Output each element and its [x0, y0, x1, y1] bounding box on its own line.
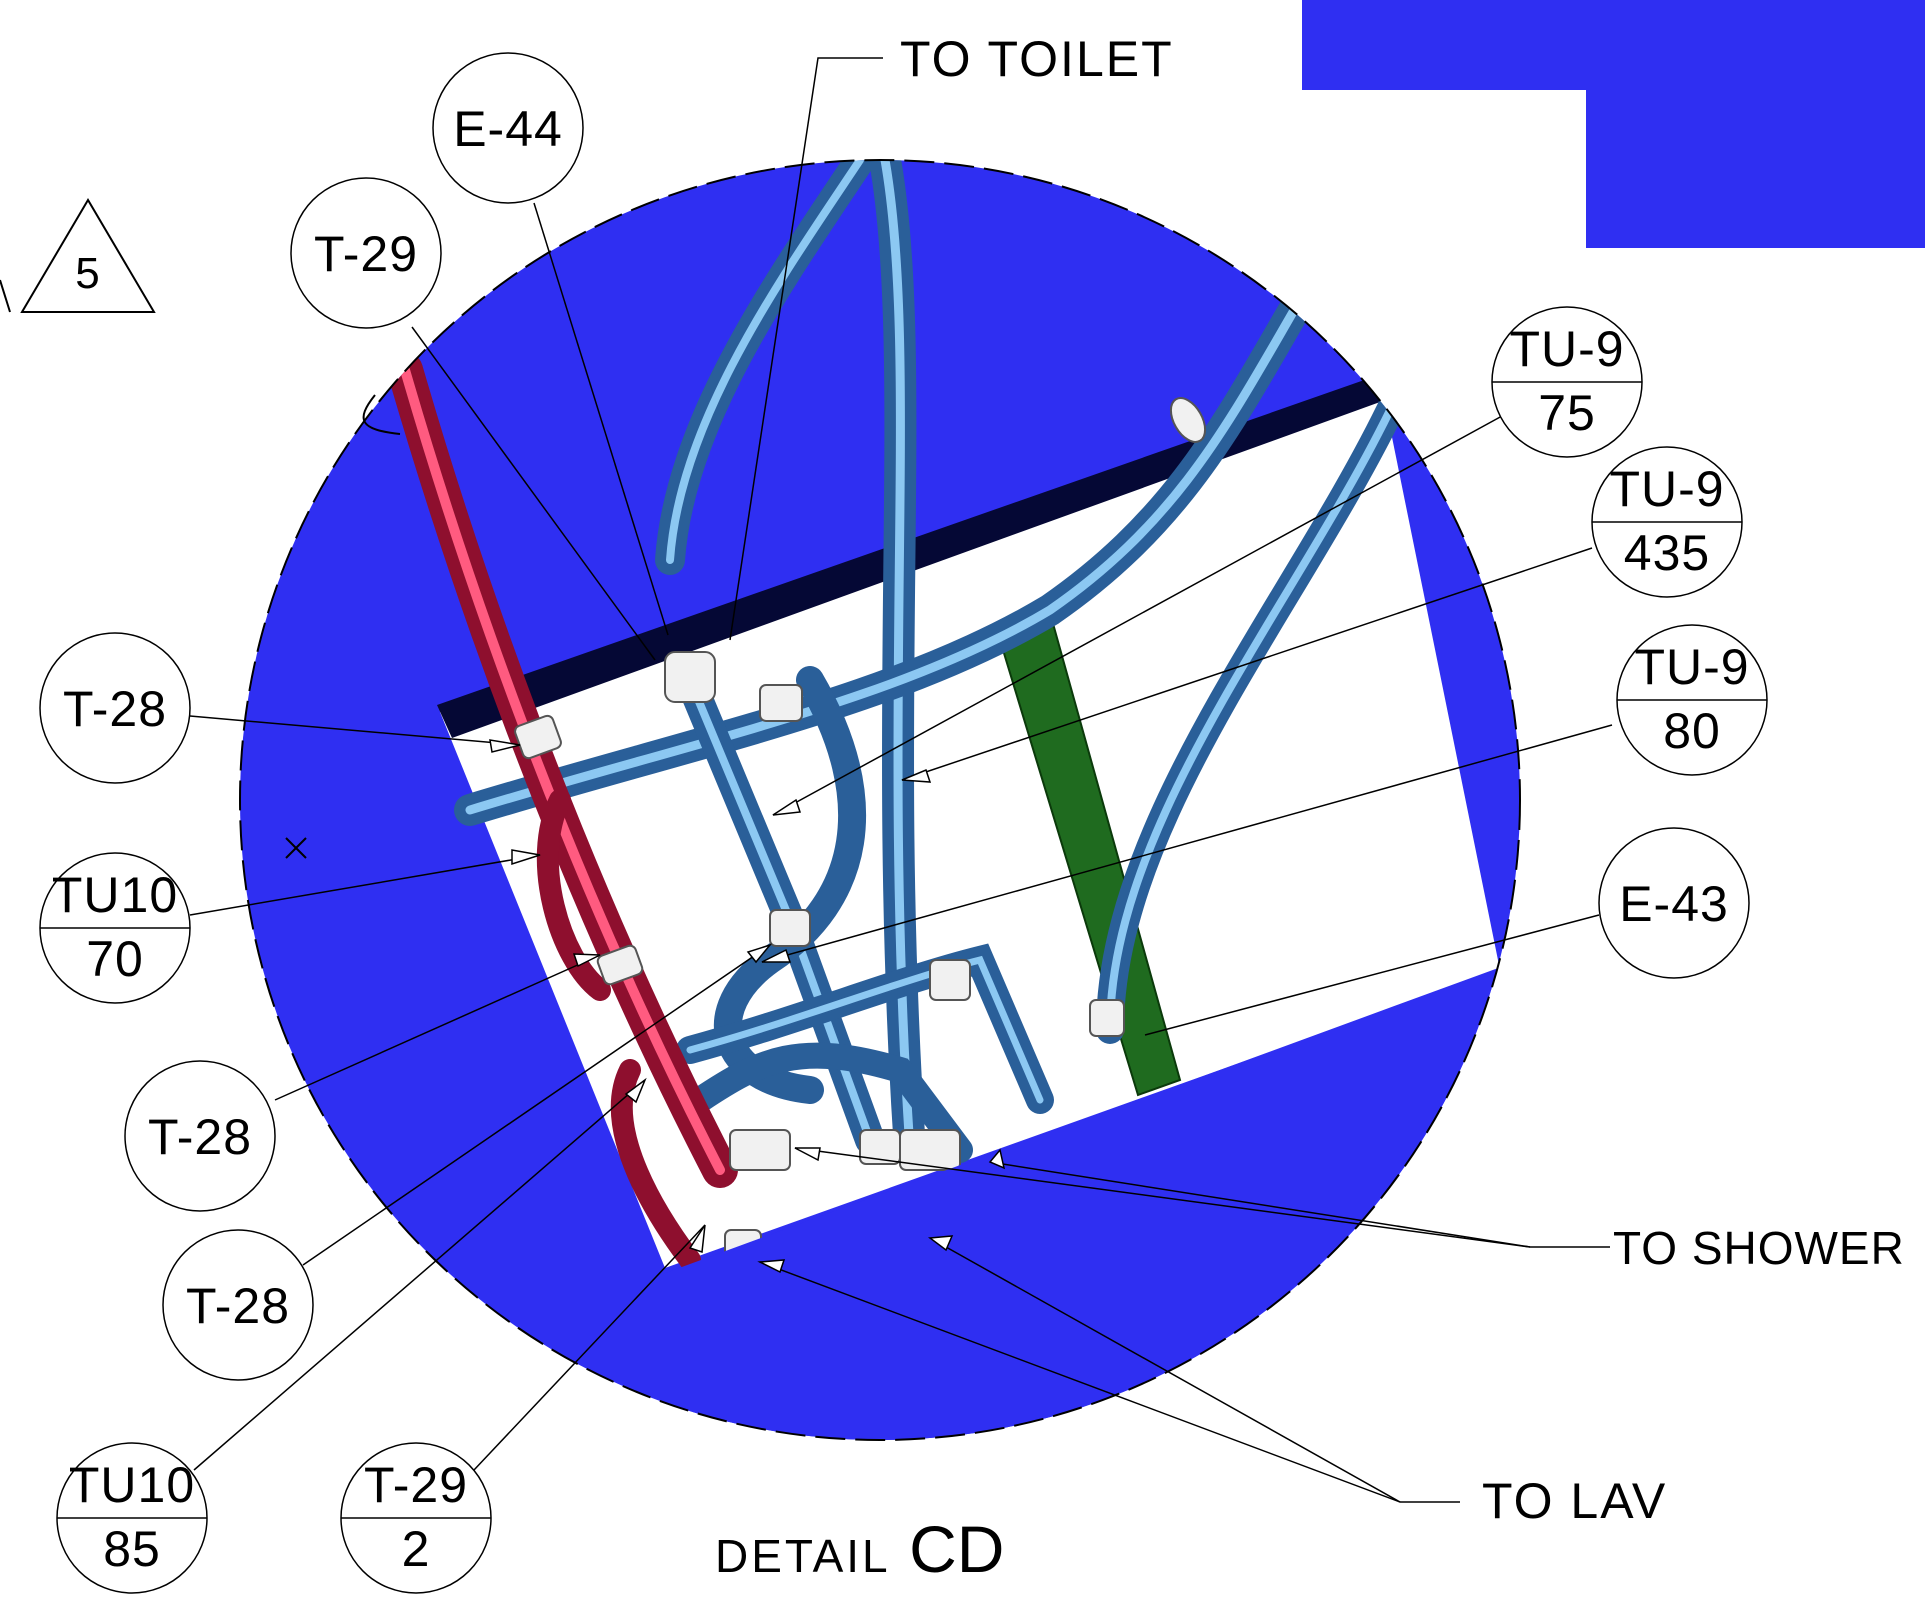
- balloon-label: E-43: [1619, 876, 1729, 932]
- balloon-label-top: T-29: [364, 1457, 468, 1513]
- revision-number: 5: [75, 249, 100, 298]
- detail-title: DETAIL CD: [715, 1512, 1004, 1586]
- arrowheads: [489, 739, 1006, 1274]
- balloon-label-bottom: 70: [86, 931, 144, 987]
- fittings: [514, 397, 1207, 1261]
- pipe-lower-left: [687, 1042, 973, 1163]
- balloon-t29-2: T-29 2: [340, 1442, 492, 1594]
- balloon-label-bottom: 80: [1663, 703, 1721, 759]
- balloon-label-top: TU10: [69, 1457, 195, 1513]
- balloon-tu9-435: TU-9 435: [1591, 446, 1743, 598]
- balloon-label: T-29: [314, 226, 418, 282]
- balloon-label-bottom: 2: [402, 1521, 431, 1577]
- balloon-label-bottom: 435: [1624, 525, 1710, 581]
- balloon-tu9-75: TU-9 75: [1491, 306, 1643, 458]
- balloon-t28-a: T-28: [39, 632, 191, 784]
- balloon-t28-b: T-28: [124, 1060, 276, 1212]
- callout-to-shower: TO SHOWER: [1613, 1222, 1905, 1274]
- balloon-tu10-85: TU10 85: [56, 1442, 208, 1594]
- balloon-label: E-44: [453, 101, 563, 157]
- balloon-label: T-28: [186, 1278, 290, 1334]
- balloon-label-bottom: 75: [1538, 385, 1596, 441]
- balloon-label-top: TU10: [52, 867, 178, 923]
- revision-triangle: 5: [0, 198, 401, 435]
- balloon-label: T-28: [63, 681, 167, 737]
- leader-lines: [189, 57, 1613, 1503]
- balloon-label-top: TU-9: [1609, 461, 1724, 517]
- balloon-label: T-28: [148, 1109, 252, 1165]
- corner-blue-block: [1302, 0, 1925, 248]
- balloon-label-bottom: 85: [103, 1521, 161, 1577]
- callout-to-toilet: TO TOILET: [900, 31, 1174, 87]
- detail-title-id: CD: [909, 1512, 1004, 1586]
- balloon-e44: E-44: [432, 52, 584, 204]
- balloon-label-top: TU-9: [1634, 639, 1749, 695]
- x-marker: [285, 837, 307, 859]
- balloon-t28-c: T-28: [162, 1229, 314, 1381]
- balloon-tu9-80: TU-9 80: [1616, 624, 1768, 776]
- balloon-t29-top: T-29: [290, 177, 442, 329]
- detail-title-prefix: DETAIL: [715, 1530, 891, 1582]
- balloon-label-top: TU-9: [1509, 321, 1624, 377]
- balloon-tu10-70: TU10 70: [39, 852, 191, 1004]
- balloon-e43: E-43: [1598, 827, 1750, 979]
- callout-to-lav: TO LAV: [1482, 1473, 1667, 1529]
